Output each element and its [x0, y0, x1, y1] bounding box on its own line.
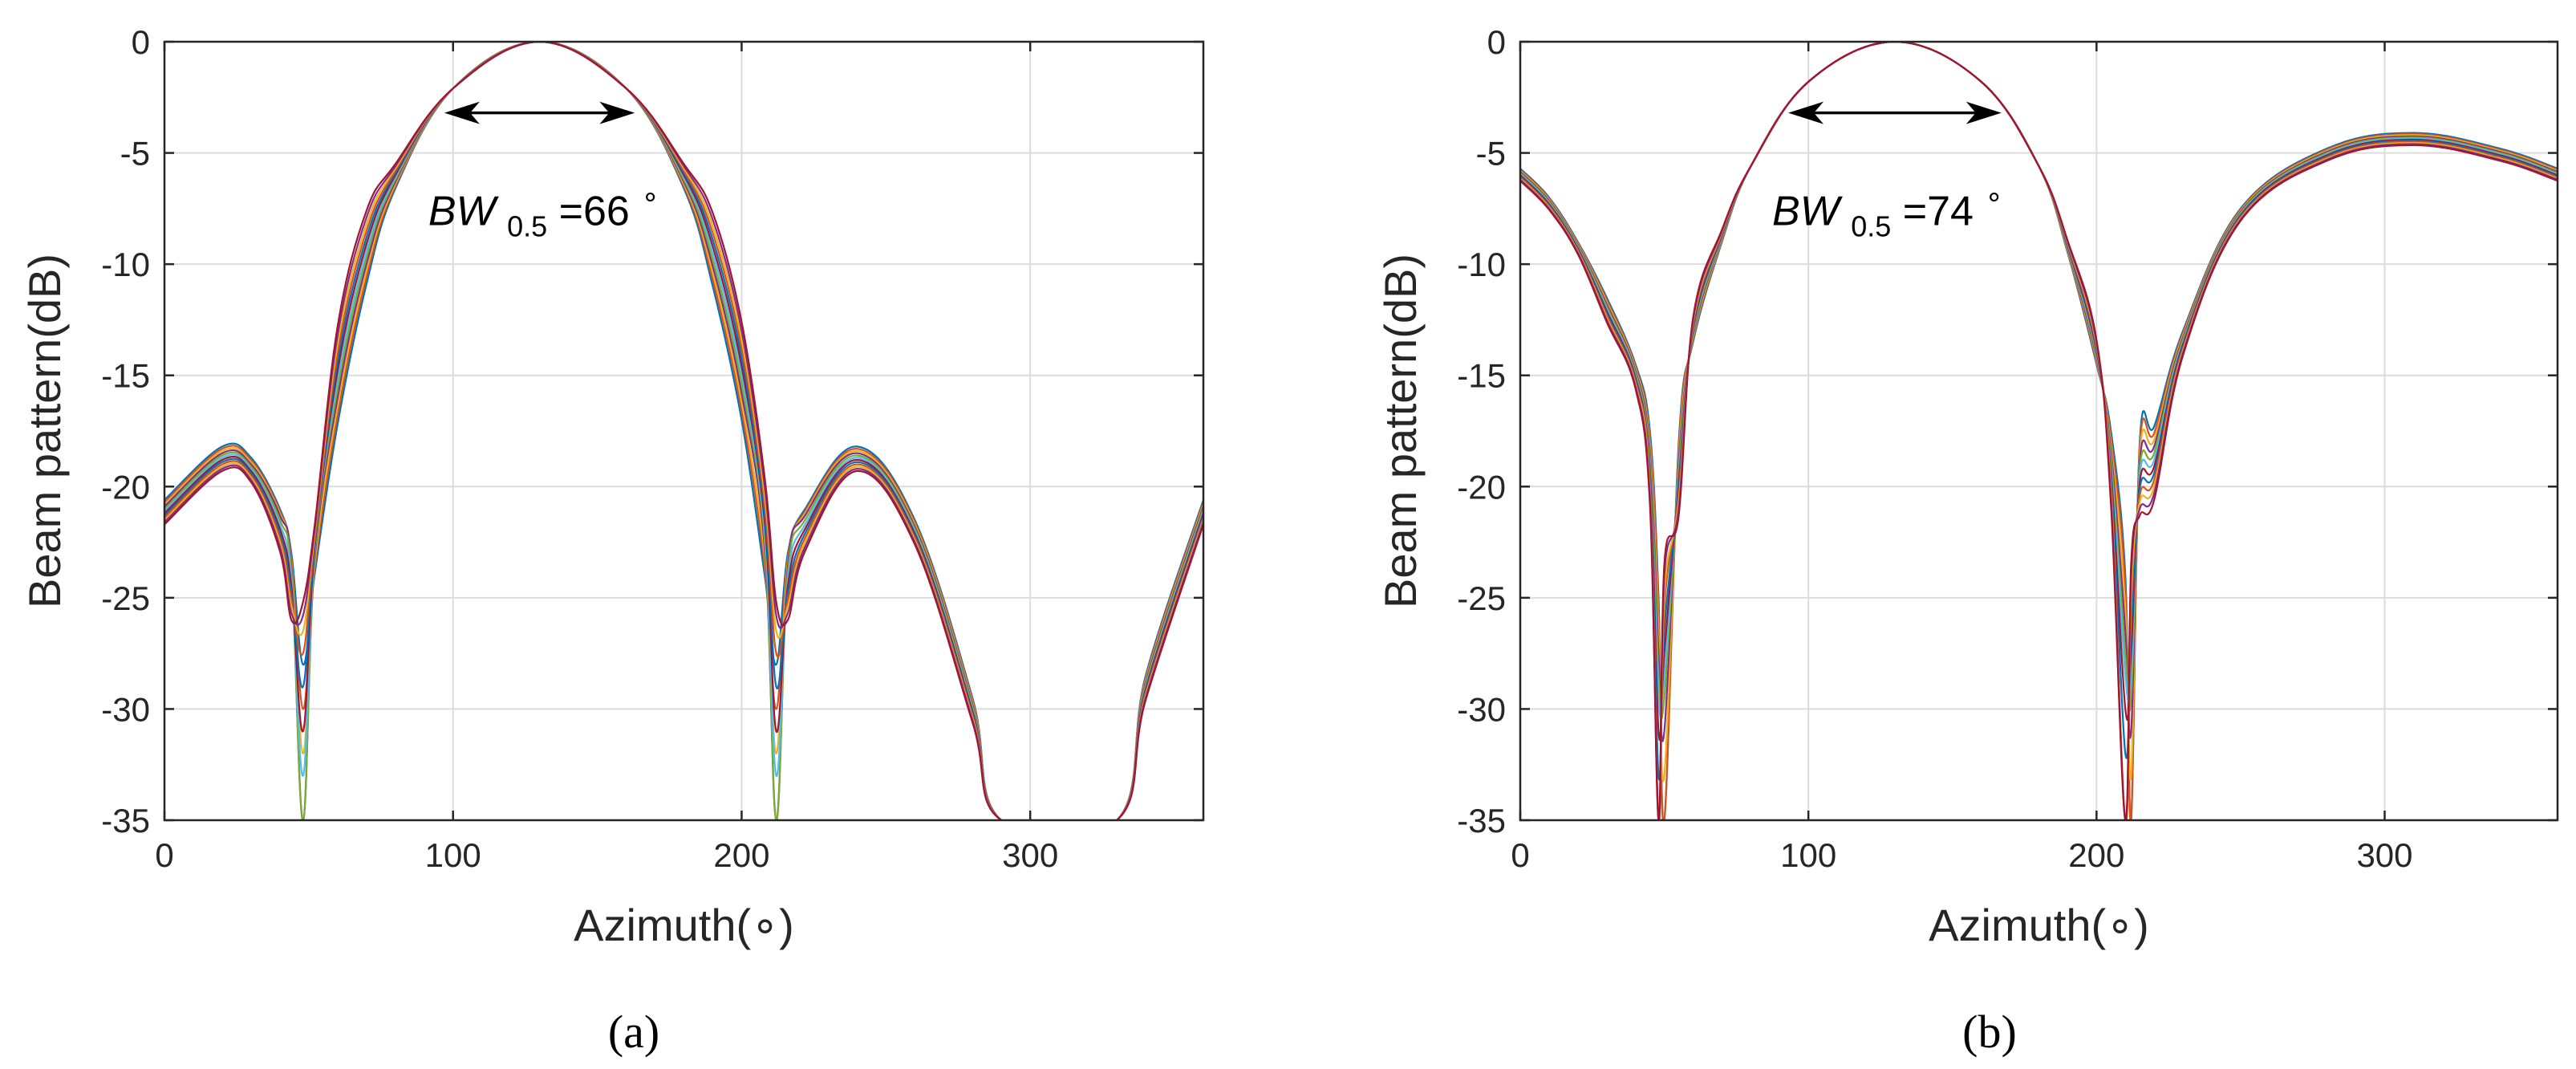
beam-curve-7 — [164, 42, 1203, 820]
beam-curve-1 — [1520, 42, 2558, 820]
beam-curve-2 — [1520, 42, 2558, 820]
beam-curves — [164, 42, 1203, 820]
x-tick-label: 200 — [713, 836, 769, 874]
arrow-head-left-icon — [1788, 101, 1824, 124]
y-tick-label: -15 — [101, 357, 150, 395]
y-tick-label: -35 — [1457, 802, 1506, 839]
beam-curves — [1520, 42, 2558, 820]
panel-caption-a: (a) — [608, 1006, 659, 1058]
bw-value: =74 — [1903, 189, 1974, 235]
plot-area-frame — [1519, 40, 2559, 822]
beam-curve-9 — [164, 42, 1203, 820]
axis-ticks: 0 100 200 300 0 -5 -10 -15 -20 -25 -30 -35 — [101, 23, 1203, 874]
beam-curve-10 — [164, 42, 1203, 820]
beam-curve-11 — [1520, 42, 2558, 820]
beam-curve-1 — [164, 42, 1203, 820]
y-tick-label: 0 — [1487, 23, 1506, 61]
y-tick-label: -35 — [101, 802, 150, 839]
bandwidth-label: BW 0.5 =74 ∘ — [1772, 180, 2003, 246]
beam-curve-4 — [1520, 42, 2558, 742]
plot-area-frame — [163, 40, 1205, 822]
panel-b: 0 100 200 300 0 -5 -10 -15 -20 -25 -30 -35 Azimuth(… — [1375, 23, 2559, 1058]
bandwidth-annotation: BW 0.5 =74 ∘ — [1772, 101, 2003, 246]
beam-curve-3 — [164, 42, 1203, 820]
gridlines — [1520, 42, 2558, 820]
beam-curve-9 — [1520, 42, 2558, 820]
panel-a: 0 100 200 300 0 -5 -10 -15 -20 -25 -30 -35 Azimuth(… — [19, 23, 1205, 1058]
beam-curve-8 — [164, 42, 1203, 820]
y-axis-label: Beam pattern(dB) — [1375, 254, 1426, 608]
x-tick-label: 100 — [1780, 836, 1836, 874]
y-tick-label: -25 — [101, 579, 150, 617]
x-axis-label: Azimuth(∘) — [1929, 900, 2149, 950]
arrow-head-right-icon — [1965, 101, 2002, 124]
beam-curve-7 — [1520, 42, 2558, 742]
panel-caption-b: (b) — [1962, 1006, 2017, 1058]
bw-subscript: 0.5 — [1851, 210, 1891, 243]
y-tick-label: -10 — [101, 246, 150, 283]
bandwidth-annotation: BW 0.5 =66 ∘ — [428, 101, 659, 246]
beam-curve-11 — [164, 42, 1203, 820]
beam-curve-12 — [164, 42, 1203, 820]
y-tick-label: -30 — [1457, 690, 1506, 728]
y-tick-label: 0 — [132, 23, 150, 61]
x-tick-label: 300 — [1002, 836, 1058, 874]
bw-main: BW — [1772, 189, 1844, 235]
beam-curve-12 — [1520, 42, 2558, 820]
y-tick-label: -25 — [1457, 579, 1506, 617]
x-tick-label: 200 — [2068, 836, 2124, 874]
x-tick-label: 300 — [2356, 836, 2412, 874]
beam-curve-2 — [164, 42, 1203, 820]
gridlines — [164, 42, 1203, 820]
bandwidth-label: BW 0.5 =66 ∘ — [428, 180, 659, 246]
bw-subscript: 0.5 — [507, 210, 547, 243]
beam-curve-10 — [1520, 42, 2558, 820]
y-tick-label: -5 — [1476, 135, 1506, 173]
bw-degree: ∘ — [641, 180, 659, 213]
y-tick-label: -5 — [120, 135, 150, 173]
beam-curve-6 — [164, 42, 1203, 820]
beam-curve-4 — [164, 42, 1203, 820]
x-axis-label: Azimuth(∘) — [574, 900, 794, 950]
bw-main: BW — [428, 189, 500, 235]
beam-curve-5 — [164, 42, 1203, 820]
y-axis-label: Beam pattern(dB) — [19, 254, 70, 608]
axis-ticks: 0 100 200 300 0 -5 -10 -15 -20 -25 -30 -35 — [1457, 23, 2558, 874]
y-tick-label: -20 — [1457, 468, 1506, 506]
arrow-head-left-icon — [444, 101, 480, 124]
x-tick-label: 0 — [1511, 836, 1529, 874]
y-tick-label: -15 — [1457, 357, 1506, 395]
y-tick-label: -30 — [101, 690, 150, 728]
x-tick-label: 0 — [155, 836, 173, 874]
y-tick-label: -20 — [101, 468, 150, 506]
arrow-head-right-icon — [599, 101, 635, 124]
y-tick-label: -10 — [1457, 246, 1506, 283]
x-tick-label: 100 — [425, 836, 481, 874]
bw-value: =66 — [559, 189, 630, 235]
bw-degree: ∘ — [1985, 180, 2003, 213]
